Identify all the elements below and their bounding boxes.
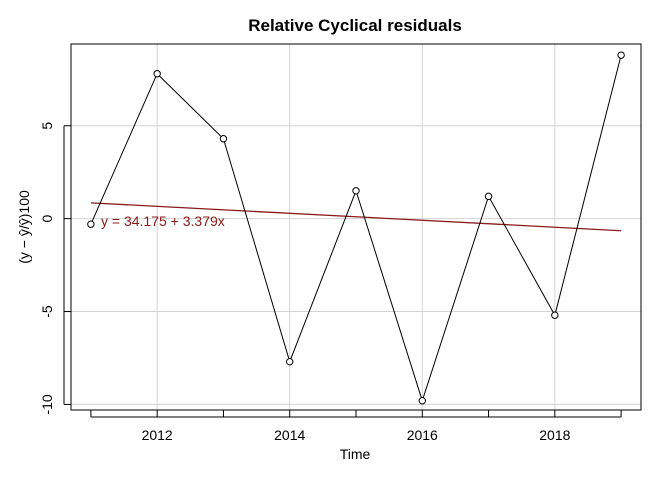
- grid-layer: [71, 44, 641, 410]
- trend-line: [90, 202, 622, 232]
- data-point: [153, 70, 161, 78]
- data-point: [87, 220, 95, 228]
- x-axis-label: Time: [340, 446, 371, 462]
- y-tick-label: -5: [39, 305, 55, 318]
- x-tick-label: 2018: [539, 427, 570, 443]
- x-axis: 2012 2014 2016 2018: [90, 410, 622, 443]
- y-tick-label: 5: [39, 122, 55, 130]
- data-point: [551, 311, 559, 319]
- y-tick-label: 0: [39, 215, 55, 223]
- data-point: [219, 135, 228, 143]
- y-axis: -10 -5 0 5: [39, 122, 71, 415]
- series-layer: [87, 51, 625, 405]
- data-point: [617, 51, 625, 59]
- data-point: [352, 187, 360, 195]
- data-point: [484, 192, 493, 201]
- data-point: [418, 397, 426, 405]
- data-point: [286, 357, 294, 366]
- x-tick-label: 2014: [274, 427, 305, 443]
- trend-layer: [90, 202, 622, 232]
- chart-title: Relative Cyclical residuals: [248, 16, 462, 35]
- x-tick-label: 2016: [407, 427, 438, 443]
- y-axis-label: (y − ŷ/ŷ)100: [16, 190, 32, 264]
- trend-equation-label: y = 34.175 + 3.379x: [101, 213, 225, 229]
- x-tick-label: 2012: [142, 427, 173, 443]
- y-tick-label: -10: [39, 394, 55, 414]
